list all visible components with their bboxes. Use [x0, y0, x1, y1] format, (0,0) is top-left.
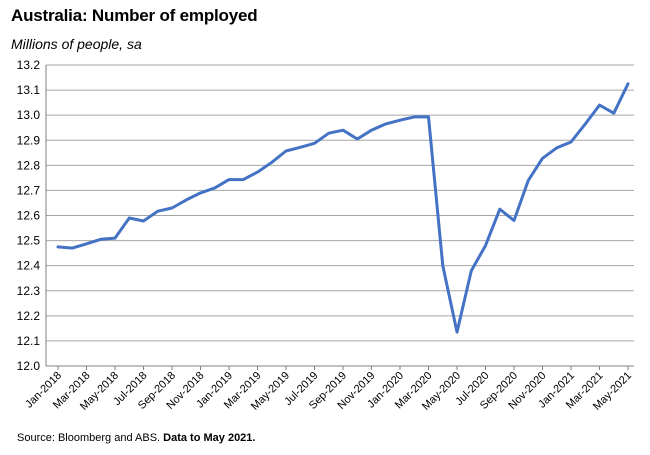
y-tick-label: 12.6 — [17, 209, 41, 223]
x-axis-ticks: Jan-2018Mar-2018May-2018Jul-2018Sep-2018… — [23, 366, 634, 413]
series-line-employed — [56, 82, 630, 334]
y-tick-label: 12.1 — [17, 334, 41, 348]
y-tick-label: 13.2 — [17, 58, 41, 72]
y-tick-label: 13.1 — [17, 83, 41, 97]
source-note: Source: Bloomberg and ABS. Data to May 2… — [17, 432, 255, 444]
y-tick-label: 12.5 — [17, 234, 41, 248]
y-tick-label: 12.7 — [17, 183, 41, 197]
y-tick-label: 12.9 — [17, 133, 41, 147]
y-tick-label: 13.0 — [17, 108, 41, 122]
y-tick-label: 12.3 — [17, 284, 41, 298]
chart-subtitle: Millions of people, sa — [11, 36, 142, 52]
gridlines — [46, 64, 634, 367]
series-group — [56, 82, 630, 334]
y-tick-label: 12.2 — [17, 309, 41, 323]
y-tick-label: 12.8 — [17, 158, 41, 172]
y-tick-label: 12.0 — [17, 359, 41, 373]
y-axis-ticks: 12.0 12.1 12.2 12.3 12.4 12.5 12.6 12.7 12.8 12.9… — [17, 58, 41, 373]
source-text: Source: Bloomberg and ABS. — [17, 432, 161, 444]
chart-title: Australia: Number of employed — [11, 6, 258, 25]
source-data-note: Data to May 2021. — [163, 432, 256, 444]
y-tick-label: 12.4 — [17, 259, 41, 273]
